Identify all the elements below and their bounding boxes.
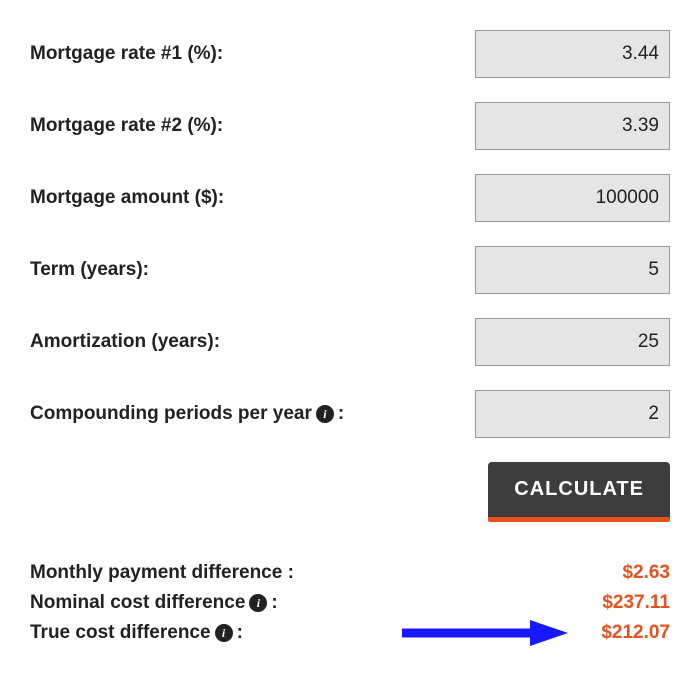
input-amortization[interactable] [475,318,670,366]
result-true-diff-label: True cost difference i : [30,622,243,644]
calculate-button[interactable]: CALCULATE [488,462,670,522]
result-monthly-diff-label: Monthly payment difference : [30,562,294,584]
label-term: Term (years): [30,259,149,281]
result-true-diff: True cost difference i : $212.07 [30,622,670,644]
input-rate1[interactable] [475,30,670,78]
row-term: Term (years): [30,246,670,294]
row-compounding: Compounding periods per year i : [30,390,670,438]
result-nominal-diff-text: Nominal cost difference [30,592,245,614]
row-amount: Mortgage amount ($): [30,174,670,222]
label-amount: Mortgage amount ($): [30,187,224,209]
label-amortization: Amortization (years): [30,331,220,353]
label-compounding-text: Compounding periods per year [30,403,312,425]
input-rate2[interactable] [475,102,670,150]
result-nominal-diff-label: Nominal cost difference i : [30,592,278,614]
input-compounding[interactable] [475,390,670,438]
result-nominal-diff-suffix: : [271,592,277,614]
label-rate2: Mortgage rate #2 (%): [30,115,223,137]
button-row: CALCULATE [30,462,670,522]
result-nominal-diff: Nominal cost difference i : $237.11 [30,592,670,614]
result-monthly-diff-value: $2.63 [622,562,670,584]
row-rate2: Mortgage rate #2 (%): [30,102,670,150]
row-rate1: Mortgage rate #1 (%): [30,30,670,78]
info-icon[interactable]: i [249,594,267,612]
info-icon[interactable]: i [316,405,334,423]
result-true-diff-value: $212.07 [601,622,670,644]
label-rate1: Mortgage rate #1 (%): [30,43,223,65]
info-icon[interactable]: i [215,624,233,642]
result-true-diff-suffix: : [237,622,243,644]
input-amount[interactable] [475,174,670,222]
label-compounding-suffix: : [338,403,344,425]
result-monthly-diff: Monthly payment difference : $2.63 [30,562,670,584]
arrow-icon [400,618,570,648]
result-true-diff-text: True cost difference [30,622,211,644]
row-amortization: Amortization (years): [30,318,670,366]
label-compounding: Compounding periods per year i : [30,403,344,425]
result-nominal-diff-value: $237.11 [602,592,670,614]
input-term[interactable] [475,246,670,294]
